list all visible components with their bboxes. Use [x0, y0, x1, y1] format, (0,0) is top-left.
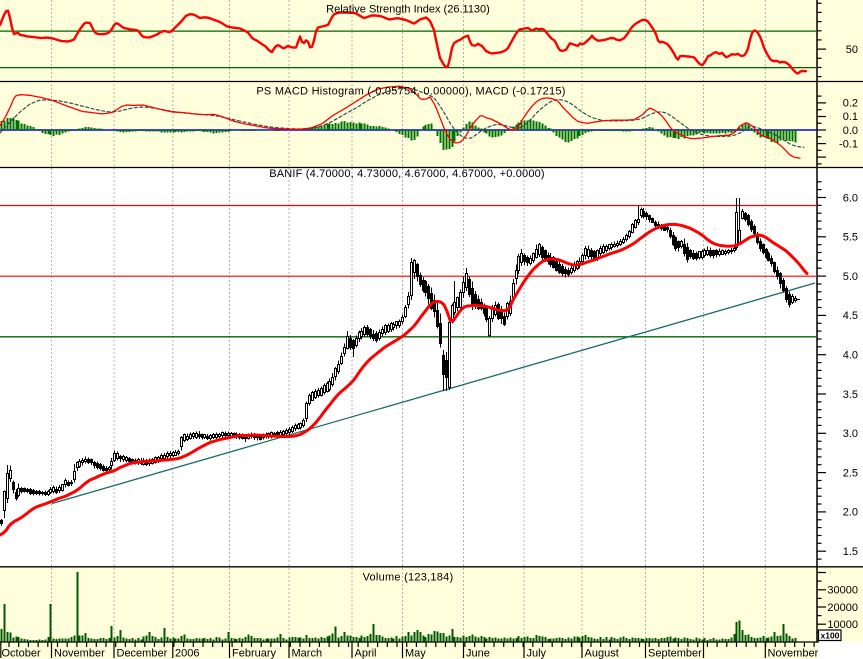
- svg-text:August: August: [585, 648, 619, 659]
- svg-text:x100: x100: [821, 631, 840, 641]
- svg-text:4.5: 4.5: [843, 310, 858, 322]
- svg-text:1.5: 1.5: [843, 546, 858, 558]
- svg-text:2006: 2006: [175, 648, 199, 659]
- svg-text:5.5: 5.5: [843, 232, 858, 244]
- svg-text:October: October: [2, 648, 41, 659]
- svg-text:0.0: 0.0: [843, 125, 858, 137]
- svg-text:BANIF (4.70000, 4.73000, 4.670: BANIF (4.70000, 4.73000, 4.67000, 4.6700…: [269, 168, 545, 180]
- svg-text:2.0: 2.0: [843, 507, 858, 519]
- svg-text:10000: 10000: [827, 619, 858, 631]
- svg-text:2.5: 2.5: [843, 467, 858, 479]
- svg-text:5.0: 5.0: [843, 271, 858, 283]
- svg-text:December: December: [117, 648, 168, 659]
- svg-text:Volume (123,184): Volume (123,184): [363, 572, 454, 584]
- svg-text:April: April: [355, 648, 377, 659]
- svg-text:PS MACD Histogram (-0.05754, 0: PS MACD Histogram (-0.05754, 0.00000), M…: [256, 85, 565, 97]
- svg-text:May: May: [405, 648, 426, 659]
- svg-text:3.5: 3.5: [843, 389, 858, 401]
- svg-text:September: September: [648, 648, 702, 659]
- svg-text:November: November: [768, 648, 819, 659]
- svg-text:June: June: [466, 648, 490, 659]
- svg-text:November: November: [54, 648, 105, 659]
- svg-text:30000: 30000: [827, 585, 858, 597]
- svg-text:20000: 20000: [827, 602, 858, 614]
- svg-text:3.0: 3.0: [843, 428, 858, 440]
- svg-text:July: July: [527, 648, 547, 659]
- svg-text:February: February: [232, 648, 277, 659]
- svg-text:6.0: 6.0: [843, 192, 858, 204]
- svg-text:March: March: [292, 648, 323, 659]
- svg-text:0.2: 0.2: [843, 98, 858, 110]
- svg-text:-0.1: -0.1: [839, 138, 858, 150]
- svg-text:4.0: 4.0: [843, 350, 858, 362]
- svg-text:50: 50: [846, 44, 858, 56]
- svg-text:0.1: 0.1: [843, 111, 858, 123]
- svg-text:Relative Strength Index (26.11: Relative Strength Index (26.1130): [326, 4, 490, 16]
